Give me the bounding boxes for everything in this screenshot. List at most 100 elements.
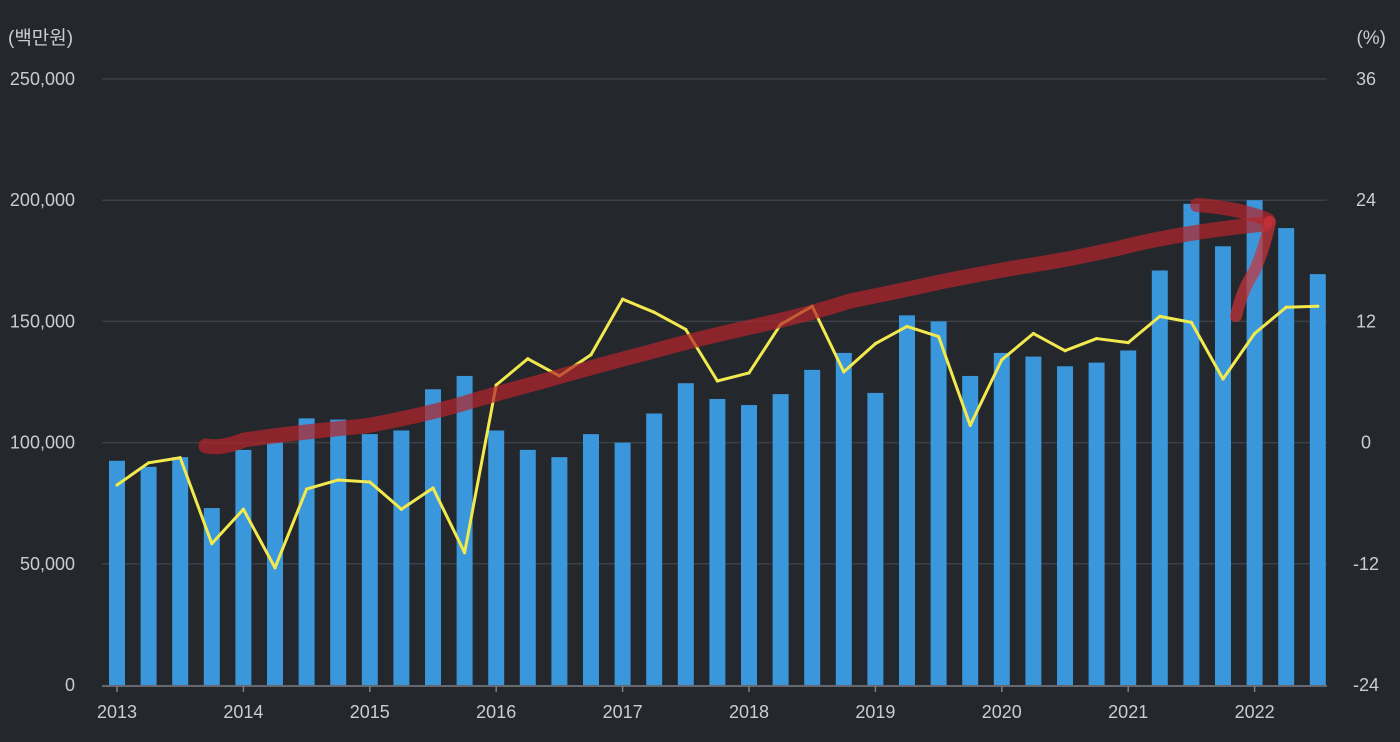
amount-bar	[267, 442, 283, 685]
left-tick-label: 50,000	[20, 554, 75, 574]
rate-point	[1000, 358, 1004, 362]
amount-bar	[993, 352, 1010, 685]
amount-bar	[1025, 356, 1042, 685]
amount-bar	[425, 389, 441, 685]
trend-arrow-head-lower	[1230, 216, 1276, 322]
amount-bar	[361, 434, 378, 685]
x-tick-label: 2014	[223, 702, 263, 722]
rate-point	[147, 461, 151, 465]
amount-bar	[330, 419, 347, 685]
right-tick-label: 36	[1356, 69, 1376, 89]
rate-point	[305, 487, 309, 491]
x-tick-label: 2021	[1108, 702, 1148, 722]
amount-bar	[109, 460, 125, 685]
rate-point	[621, 297, 625, 301]
trend-arrow-shaft	[198, 216, 1273, 455]
rate-point	[115, 483, 119, 487]
rate-point	[1253, 331, 1257, 336]
rate-point	[336, 478, 340, 482]
rate-point	[1189, 320, 1193, 325]
amount-bars	[109, 200, 1326, 686]
amount-bar	[1309, 274, 1326, 685]
amount-bar	[962, 375, 979, 685]
amount-bar	[899, 315, 915, 685]
trend-arrow-head-upper	[1190, 198, 1275, 227]
trend-annotation	[198, 198, 1276, 455]
amount-bar	[172, 457, 189, 685]
rate-point	[1095, 336, 1099, 341]
amount-bar	[393, 430, 410, 685]
left-tick-label: 150,000	[10, 311, 75, 331]
right-tick-label: 24	[1356, 190, 1376, 210]
amount-bar	[298, 418, 315, 685]
rate-point	[1221, 377, 1225, 381]
amount-bar	[583, 434, 599, 685]
amount-bar	[235, 449, 252, 685]
x-tick-label: 2015	[350, 702, 390, 722]
rate-point	[842, 370, 846, 374]
x-tick-label: 2019	[855, 702, 895, 722]
rate-point	[399, 507, 403, 511]
amount-bar	[1183, 203, 1200, 685]
amount-bar	[646, 413, 663, 685]
left-tick-label: 200,000	[10, 190, 75, 210]
rate-point	[1316, 304, 1320, 308]
amount-bar	[1057, 366, 1073, 685]
amount-bar	[1278, 228, 1295, 686]
rate-point	[873, 342, 878, 346]
left-tick-label: 100,000	[10, 433, 75, 453]
amount-bar	[456, 375, 473, 685]
rate-point	[526, 357, 530, 361]
rate-point	[1031, 331, 1035, 336]
amount-bar	[519, 449, 536, 685]
amount-bar	[488, 430, 505, 685]
x-tick-label: 2017	[603, 702, 643, 722]
amount-bar	[614, 442, 631, 685]
axes	[102, 685, 1327, 692]
rate-point	[652, 310, 656, 314]
rate-point	[431, 486, 435, 490]
left-tick-label: 250,000	[10, 69, 75, 89]
right-tick-label: -24	[1353, 675, 1379, 695]
rate-point	[273, 566, 277, 570]
rate-point	[905, 324, 909, 329]
rate-line-layer	[115, 297, 1320, 570]
rate-point	[178, 456, 182, 460]
rate-point	[210, 542, 214, 546]
amount-bar	[867, 392, 884, 685]
rate-point	[1126, 341, 1130, 345]
amount-bar	[1151, 270, 1168, 685]
amount-bar	[140, 466, 157, 685]
amount-bar	[1120, 350, 1137, 685]
rate-point	[747, 371, 751, 375]
amount-bar	[835, 352, 852, 685]
amount-bar	[1215, 246, 1231, 686]
amount-bar	[709, 398, 726, 685]
right-tick-label: 0	[1361, 433, 1371, 453]
rate-point	[1063, 349, 1067, 353]
amount-bar	[741, 405, 757, 685]
amount-bar	[551, 457, 568, 685]
amount-bar	[677, 383, 694, 685]
rate-point	[684, 327, 688, 332]
rate-point	[241, 507, 245, 511]
x-tick-label: 2018	[729, 702, 769, 722]
axis-labels: (백만원) (%) 0 -24 50,000 -12 100,000 0 150,000 12…	[8, 27, 1386, 722]
right-tick-label: 12	[1356, 311, 1376, 331]
x-tick-label: 2022	[1235, 702, 1275, 722]
rate-point	[463, 551, 467, 555]
rate-point	[968, 423, 972, 428]
left-tick-label: 0	[65, 675, 75, 695]
rate-point	[1158, 314, 1162, 318]
rate-point	[368, 480, 372, 484]
rate-point	[494, 383, 498, 387]
rate-point	[715, 379, 720, 383]
rate-point	[1284, 305, 1288, 309]
amount-bar	[1246, 200, 1263, 685]
amount-bar	[1088, 362, 1105, 685]
left-axis-unit: (백만원)	[8, 27, 73, 49]
rate-point	[937, 334, 941, 339]
amount-bar	[930, 321, 947, 685]
amount-bar	[772, 394, 789, 685]
